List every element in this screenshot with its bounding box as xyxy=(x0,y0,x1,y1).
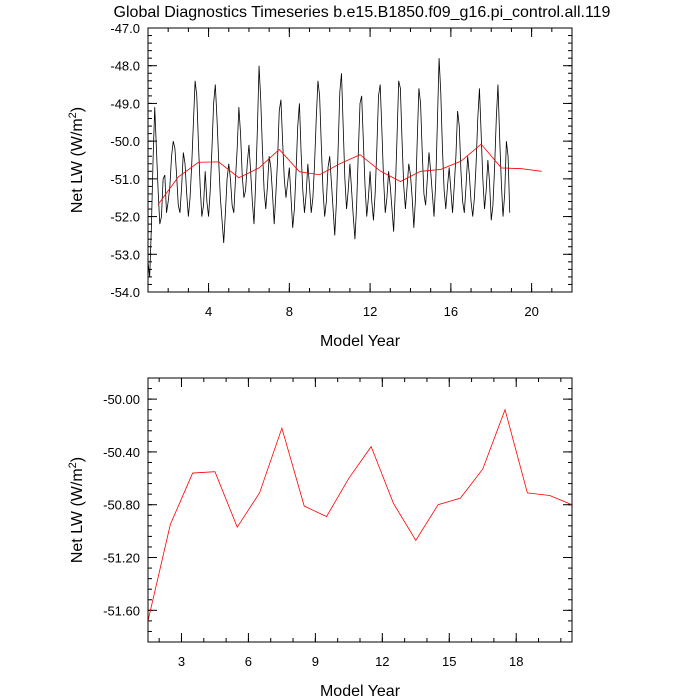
series-line-annual-mean xyxy=(148,408,572,621)
top-panel-monthly-and-annual: 4 8 12 16 20 -47.0 -48.0 -49.0 -50.0 -51.0 -52.0 -5… xyxy=(67,21,573,350)
y-axis-title: Net LW (W/m2) xyxy=(67,107,86,213)
y-tick-label: -50.0 xyxy=(110,134,140,149)
bottom-panel-annual-mean: 3 6 9 12 15 18 -50.00 -50.40 -50.80 -51.20 -51.60 M… xyxy=(67,377,573,700)
x-axis-title: Model Year xyxy=(320,683,401,700)
y-tick-label: -47.0 xyxy=(110,21,140,36)
y-tick-label: -52.0 xyxy=(110,210,140,225)
y-tick-label: -51.60 xyxy=(103,603,140,618)
x-tick-label: 4 xyxy=(205,304,212,319)
x-tick-label: 3 xyxy=(178,654,185,669)
series-line-annual-mean xyxy=(157,143,542,205)
x-tick-label: 12 xyxy=(375,654,389,669)
x-tick-label: 18 xyxy=(509,654,523,669)
x-tick-label: 15 xyxy=(442,654,456,669)
plot-frame xyxy=(147,27,573,293)
y-tick-label: -51.0 xyxy=(110,172,140,187)
y-tick-label: -49.0 xyxy=(110,96,140,111)
x-tick-label: 6 xyxy=(245,654,252,669)
series-line-monthly xyxy=(148,58,511,277)
y-tick-label: -53.0 xyxy=(110,247,140,262)
x-tick-label: 8 xyxy=(286,304,293,319)
y-tick-label: -48.0 xyxy=(110,59,140,74)
y-tick-label: -51.20 xyxy=(103,551,140,566)
x-axis-title: Model Year xyxy=(320,333,401,350)
x-tick-label: 9 xyxy=(312,654,319,669)
plot-frame xyxy=(147,377,573,643)
x-tick-label: 20 xyxy=(524,304,538,319)
y-tick-label: -50.80 xyxy=(103,498,140,513)
x-tick-label: 12 xyxy=(363,304,377,319)
y-tick-label: -54.0 xyxy=(110,285,140,300)
x-tick-label: 16 xyxy=(444,304,458,319)
y-axis-title: Net LW (W/m2) xyxy=(67,457,86,563)
y-tick-label: -50.40 xyxy=(103,445,140,460)
figure-title: Global Diagnostics Timeseries b.e15.B185… xyxy=(114,4,611,21)
y-tick-label: -50.00 xyxy=(103,392,140,407)
